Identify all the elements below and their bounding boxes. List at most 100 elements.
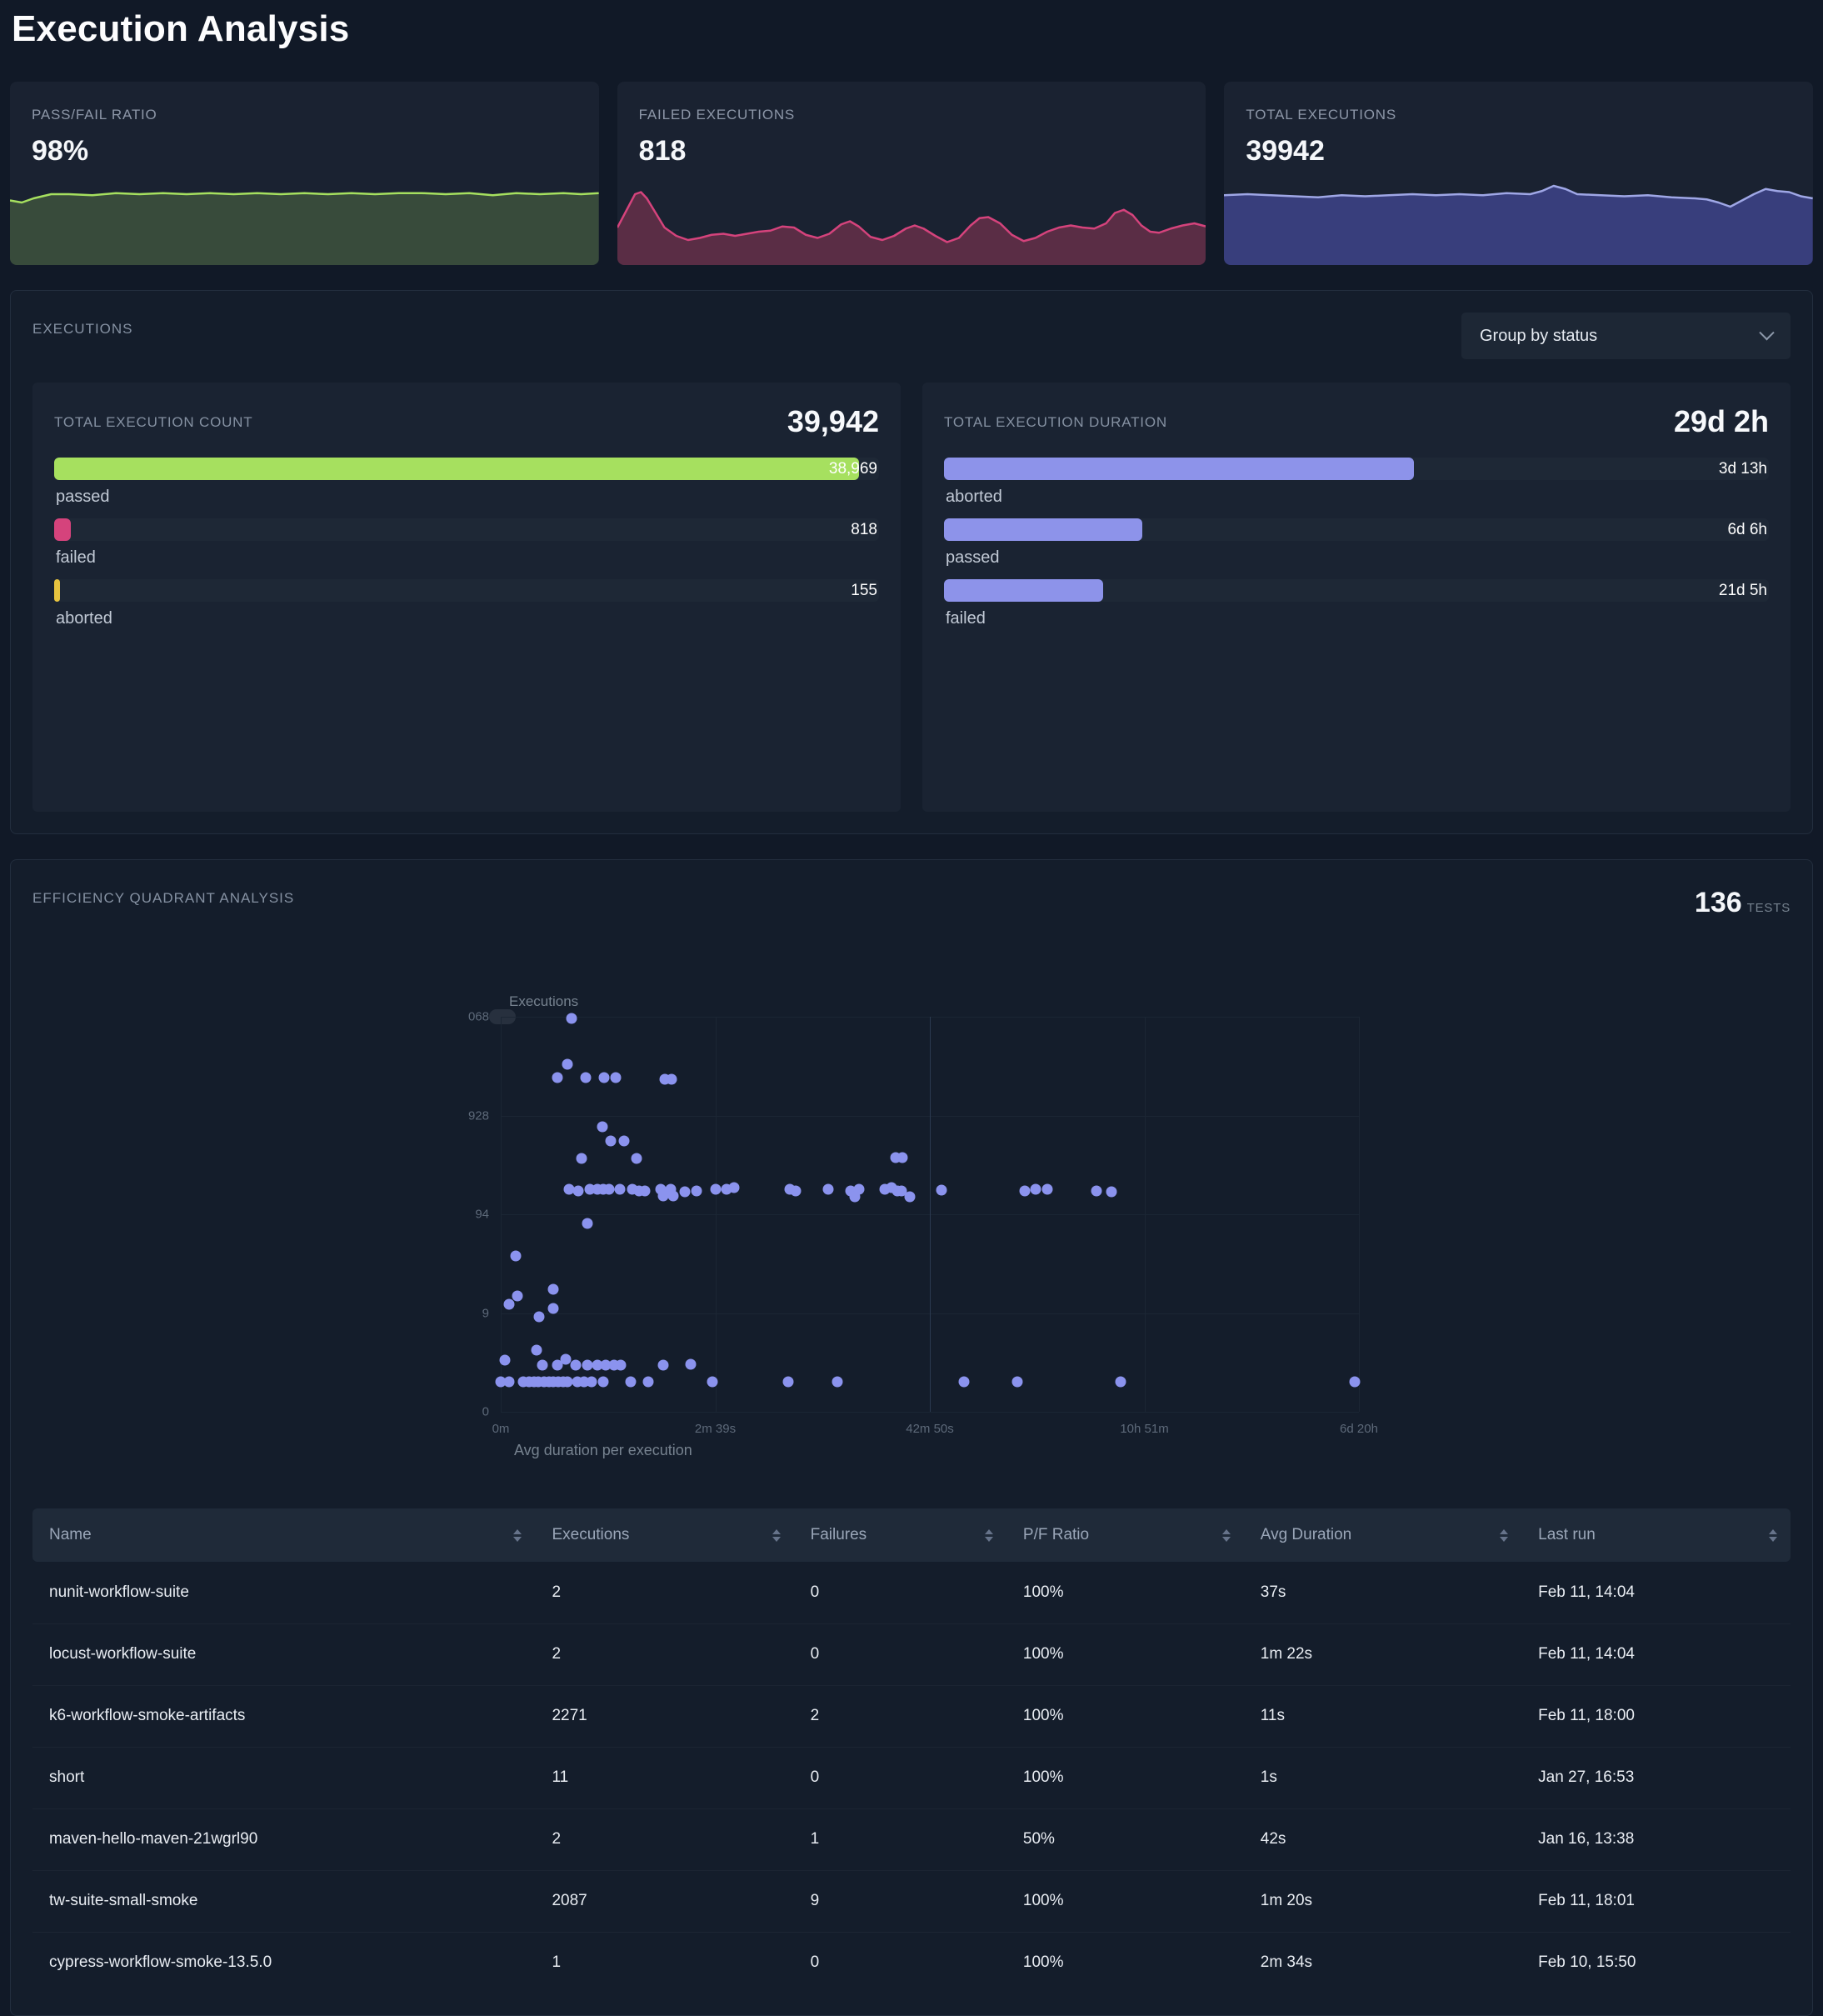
column-header-avg-duration[interactable]: Avg Duration bbox=[1243, 1508, 1522, 1562]
executions-panel-title: EXECUTIONS bbox=[32, 321, 133, 337]
column-header-name[interactable]: Name bbox=[32, 1508, 536, 1562]
scatter-point bbox=[576, 1153, 587, 1164]
table-row-nunit-workflow-suite[interactable]: nunit-workflow-suite 2 0 100% 37s Feb 11, 14:… bbox=[32, 1562, 1791, 1623]
scatter-point bbox=[566, 1013, 577, 1024]
scatter-point bbox=[600, 1359, 612, 1371]
scatter-point bbox=[580, 1072, 592, 1083]
scatter-point bbox=[537, 1359, 548, 1371]
scatter-point bbox=[560, 1353, 572, 1365]
table-cell: 2271 bbox=[535, 1684, 794, 1747]
table-row-tw-suite-small-smoke[interactable]: tw-suite-small-smoke 2087 9 100% 1m 20s Feb 1… bbox=[32, 1869, 1791, 1932]
stat-card-label: PASS/FAIL RATIO bbox=[32, 107, 157, 123]
table-cell: 11s bbox=[1243, 1684, 1522, 1747]
scatter-point bbox=[586, 1376, 597, 1388]
stat-card-failed-executions: FAILED EXECUTIONS 818 bbox=[617, 82, 1206, 265]
bar-row-failed: 21d 5h failed bbox=[944, 579, 1769, 628]
table-row-maven-hello-maven-21wgrl90[interactable]: maven-hello-maven-21wgrl90 2 1 50% 42s Jan 16… bbox=[32, 1808, 1791, 1870]
scatter-point bbox=[597, 1376, 609, 1388]
scatter-point bbox=[897, 1152, 908, 1163]
column-header-label: Name bbox=[49, 1526, 92, 1543]
quadrant-divider-line bbox=[930, 1017, 931, 1412]
table-cell: 11 bbox=[535, 1746, 794, 1808]
scatter-point bbox=[552, 1359, 563, 1371]
table-cell: 2087 bbox=[535, 1869, 794, 1932]
scatter-point bbox=[533, 1311, 545, 1323]
table-cell: Jan 16, 13:38 bbox=[1521, 1808, 1791, 1870]
sort-icon bbox=[1221, 1528, 1231, 1542]
column-header-p-f-ratio[interactable]: P/F Ratio bbox=[1006, 1508, 1244, 1562]
table-row-locust-workflow-suite[interactable]: locust-workflow-suite 2 0 100% 1m 22s Feb 11,… bbox=[32, 1623, 1791, 1685]
scatter-point bbox=[657, 1359, 669, 1371]
bar-label: failed bbox=[56, 548, 96, 567]
column-header-failures[interactable]: Failures bbox=[793, 1508, 1006, 1562]
table-row-k6-workflow-smoke-artifacts[interactable]: k6-workflow-smoke-artifacts 2271 2 100% 11s F… bbox=[32, 1684, 1791, 1747]
scatter-point bbox=[531, 1344, 542, 1356]
bar-track: 818 bbox=[54, 518, 879, 541]
x-axis-tick-label: 10h 51m bbox=[1120, 1422, 1169, 1436]
stat-card-label: FAILED EXECUTIONS bbox=[638, 107, 796, 123]
table-cell: 0 bbox=[793, 1746, 1006, 1808]
scatter-point bbox=[1019, 1185, 1031, 1197]
sort-icon bbox=[772, 1528, 781, 1542]
column-header-last-run[interactable]: Last run bbox=[1521, 1508, 1791, 1562]
test-name-cell: cypress-workflow-smoke-13.5.0 bbox=[32, 1931, 536, 1993]
x-axis-tick-label: 42m 50s bbox=[906, 1422, 954, 1436]
bar-row-aborted: 3d 13h aborted bbox=[944, 458, 1769, 507]
bar-track: 21d 5h bbox=[944, 579, 1769, 602]
count-card-header: TOTAL EXECUTION COUNT 39,942 bbox=[54, 404, 879, 439]
column-header-executions[interactable]: Executions bbox=[535, 1508, 794, 1562]
table-cell: 0 bbox=[793, 1931, 1006, 1993]
scatter-point bbox=[958, 1376, 970, 1388]
page-title: Execution Analysis bbox=[12, 8, 350, 49]
x-axis-title: Avg duration per execution bbox=[514, 1442, 692, 1458]
bar-value: 6d 6h bbox=[1727, 521, 1767, 538]
stat-card-value: 39942 bbox=[1246, 135, 1325, 167]
scatter-point bbox=[572, 1185, 584, 1197]
column-header-label: P/F Ratio bbox=[1022, 1526, 1090, 1543]
scatter-point bbox=[667, 1190, 679, 1202]
tests-count-unit: TESTS bbox=[1746, 901, 1791, 915]
table-cell: 100% bbox=[1006, 1684, 1244, 1747]
bar-track: 6d 6h bbox=[944, 518, 1769, 541]
duration-card-total: 29d 2h bbox=[1673, 404, 1769, 438]
y-axis-tick-label: 068 bbox=[467, 1009, 489, 1024]
table-cell: 9 bbox=[793, 1869, 1006, 1932]
bar-track: 3d 13h bbox=[944, 458, 1769, 480]
column-header-label: Avg Duration bbox=[1260, 1526, 1352, 1543]
table-row-short[interactable]: short 11 0 100% 1s Jan 27, 16:53 bbox=[32, 1746, 1791, 1808]
stats-row: PASS/FAIL RATIO 98% FAILED EXECUTIONS 81… bbox=[10, 82, 1813, 265]
scatter-point bbox=[822, 1183, 834, 1195]
bar-value: 3d 13h bbox=[1718, 460, 1767, 478]
table-cell: 100% bbox=[1006, 1931, 1244, 1993]
table-cell: Feb 11, 14:04 bbox=[1521, 1623, 1791, 1685]
column-header-label: Executions bbox=[552, 1526, 630, 1543]
sort-icon bbox=[513, 1528, 522, 1542]
scatter-point bbox=[1349, 1376, 1361, 1388]
table-row-cypress-workflow-smoke-13.5.0[interactable]: cypress-workflow-smoke-13.5.0 1 0 100% 2m 34… bbox=[32, 1931, 1791, 1993]
table-cell: Jan 27, 16:53 bbox=[1521, 1746, 1791, 1808]
table-cell: Feb 11, 14:04 bbox=[1538, 1583, 1635, 1601]
gridline-vertical bbox=[715, 1017, 717, 1412]
table-cell: 50% bbox=[1006, 1808, 1244, 1870]
group-by-select[interactable]: Group by status bbox=[1461, 313, 1791, 359]
y-axis-tick-label: 94 bbox=[475, 1207, 489, 1222]
sort-icon bbox=[1500, 1528, 1509, 1542]
test-name-cell: tw-suite-small-smoke bbox=[32, 1869, 536, 1932]
scatter-point bbox=[605, 1135, 617, 1147]
test-name-cell: k6-workflow-smoke-artifacts bbox=[32, 1684, 536, 1747]
scatter-point bbox=[1030, 1183, 1041, 1195]
table-cell: 100% bbox=[1006, 1869, 1244, 1932]
bar-track: 155 bbox=[54, 579, 879, 602]
scatter-point bbox=[1091, 1185, 1102, 1197]
scatter-point bbox=[570, 1359, 582, 1371]
scatter-point bbox=[562, 1058, 573, 1070]
table-cell: Feb 10, 15:50 bbox=[1521, 1931, 1791, 1993]
stat-card-pass-fail-ratio: PASS/FAIL RATIO 98% bbox=[10, 82, 599, 265]
failed-executions-sparkline bbox=[617, 182, 1206, 265]
table-cell: 2 bbox=[535, 1623, 794, 1685]
scatter-point bbox=[512, 1290, 523, 1302]
executions-panel: EXECUTIONS Group by status TOTAL EXECUTI… bbox=[10, 290, 1813, 834]
scatter-point bbox=[639, 1185, 651, 1197]
table-cell: 1 bbox=[793, 1808, 1006, 1870]
bar-fill bbox=[944, 458, 1415, 480]
